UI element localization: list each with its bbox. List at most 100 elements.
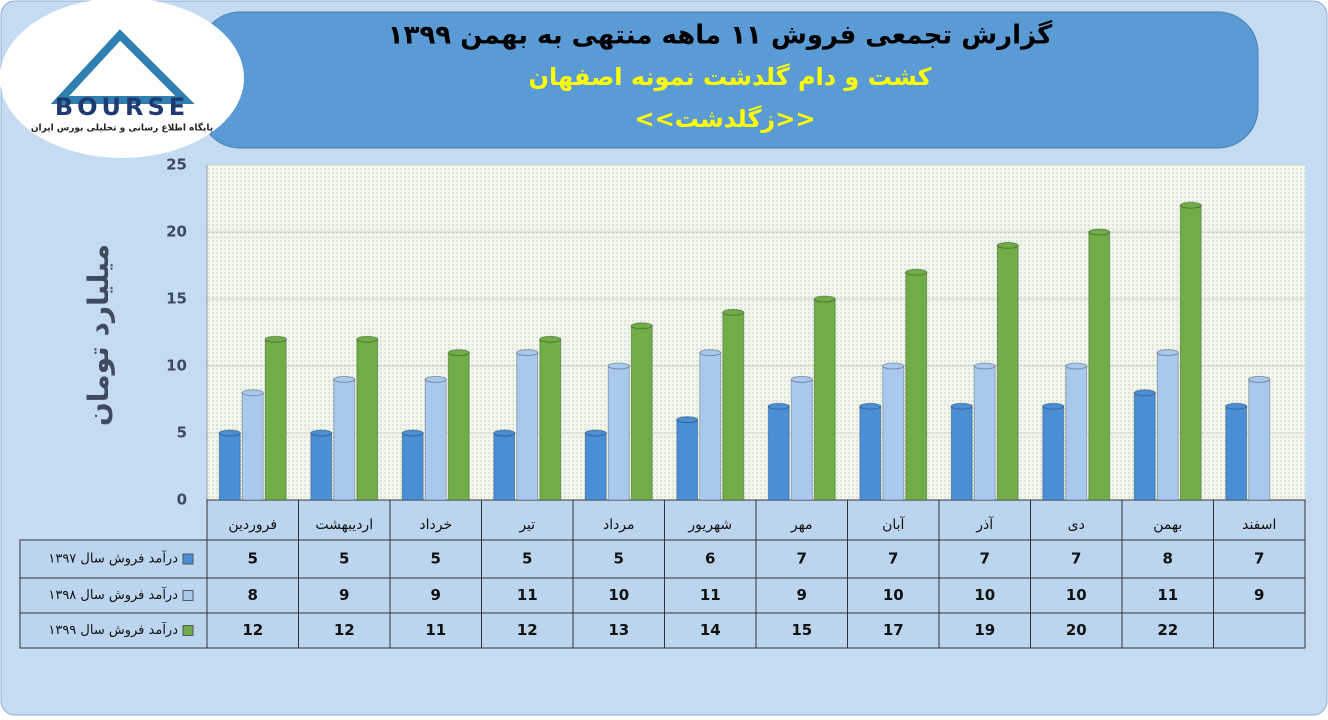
- table-value: 14: [700, 621, 721, 639]
- bar: [607, 365, 630, 501]
- y-tick-label: 5: [177, 424, 187, 442]
- bar-cap: [859, 402, 882, 410]
- bar-cap: [401, 429, 424, 437]
- bar: [1065, 365, 1088, 501]
- table-value: 11: [1157, 586, 1178, 604]
- y-tick-label: 15: [166, 290, 187, 308]
- table-value: 22: [1157, 621, 1178, 639]
- table-value: 9: [431, 586, 441, 604]
- bar: [859, 405, 882, 501]
- bar-cap: [607, 362, 630, 370]
- table-value: 17: [883, 621, 904, 639]
- x-tick-label: خرداد: [419, 517, 452, 533]
- legend-key: [182, 590, 194, 601]
- table-value: 12: [242, 621, 263, 639]
- bar-cap: [584, 429, 607, 437]
- bar-cap: [950, 402, 973, 410]
- table-value: 7: [797, 550, 807, 568]
- bar-cap: [539, 335, 562, 343]
- legend-key: [182, 625, 194, 636]
- table-value: 20: [1066, 621, 1087, 639]
- bar-cap: [264, 335, 287, 343]
- y-tick-label: 20: [166, 223, 187, 241]
- bar-cap: [356, 335, 379, 343]
- table-value: 10: [883, 586, 904, 604]
- bar: [813, 298, 836, 501]
- bar-cap: [310, 429, 333, 437]
- table-value: 19: [974, 621, 995, 639]
- table-value: 11: [700, 586, 721, 604]
- table-value: 15: [791, 621, 812, 639]
- table-value: 5: [248, 550, 258, 568]
- bar: [722, 311, 745, 501]
- bar-cap: [722, 308, 745, 316]
- bar: [333, 378, 356, 501]
- table-value: 7: [1071, 550, 1081, 568]
- bar: [905, 271, 928, 501]
- x-tick-label: مرداد: [603, 517, 635, 533]
- x-tick-label: مهر: [790, 517, 813, 533]
- table-value: 6: [705, 550, 715, 568]
- x-tick-label: آذر: [975, 516, 994, 533]
- bar: [996, 244, 1019, 501]
- bar: [1156, 352, 1179, 501]
- x-tick-label: تیر: [518, 517, 535, 533]
- bar: [356, 338, 379, 501]
- bar: [699, 352, 722, 501]
- legend-key: [182, 553, 194, 565]
- bar: [630, 325, 653, 501]
- table-value: 10: [974, 586, 995, 604]
- table-value: 10: [608, 586, 629, 604]
- x-tick-label: فروردین: [228, 517, 277, 533]
- plot-area: [207, 165, 1305, 500]
- bar-cap: [218, 429, 241, 437]
- table-value: 7: [888, 550, 898, 568]
- table-value: 8: [1163, 550, 1173, 568]
- table-value: 9: [797, 586, 807, 604]
- bar-cap: [1088, 228, 1111, 236]
- bar: [767, 405, 790, 501]
- bar-cap: [767, 402, 790, 410]
- logo-mark: [50, 29, 195, 104]
- bar: [973, 365, 996, 501]
- bar-cap: [516, 349, 539, 357]
- bar-cap: [493, 429, 516, 437]
- table-value: 5: [431, 550, 441, 568]
- bar-cap: [241, 389, 264, 397]
- y-axis-label: میلیارد تومان: [82, 244, 115, 426]
- bar-cap: [882, 362, 905, 370]
- bar-cap: [973, 362, 996, 370]
- bar: [264, 338, 287, 501]
- table-value: 11: [425, 621, 446, 639]
- table-value: 10: [1066, 586, 1087, 604]
- table-value: 5: [339, 550, 349, 568]
- bar: [584, 432, 607, 501]
- bar: [493, 432, 516, 501]
- chart-subtitle: کشت و دام گلدشت نمونه اصفهان: [529, 63, 932, 91]
- bar: [1133, 392, 1156, 501]
- table-value: 12: [334, 621, 355, 639]
- bar-cap: [676, 416, 699, 424]
- bar: [424, 378, 447, 501]
- chart-subtitle: <<زگلدشت>>: [635, 105, 816, 133]
- bar: [310, 432, 333, 501]
- y-tick-label: 10: [166, 357, 187, 375]
- bar-cap: [1225, 402, 1248, 410]
- bar: [676, 419, 699, 501]
- bar-cap: [905, 268, 928, 276]
- bar-cap: [1248, 375, 1271, 383]
- table-bg: [19, 539, 1306, 649]
- bar-cap: [699, 349, 722, 357]
- legend-label: درآمد فروش سال ۱۳۹۹: [48, 621, 178, 638]
- bar: [401, 432, 424, 501]
- bar-cap: [1133, 389, 1156, 397]
- table-value: 7: [980, 550, 990, 568]
- bar: [516, 352, 539, 501]
- table-value: 12: [517, 621, 538, 639]
- table-value: 7: [1254, 550, 1264, 568]
- x-tick-label: بهمن: [1153, 517, 1182, 533]
- bar: [882, 365, 905, 501]
- bar-cap: [1156, 349, 1179, 357]
- bar: [1179, 204, 1202, 501]
- bar: [1225, 405, 1248, 501]
